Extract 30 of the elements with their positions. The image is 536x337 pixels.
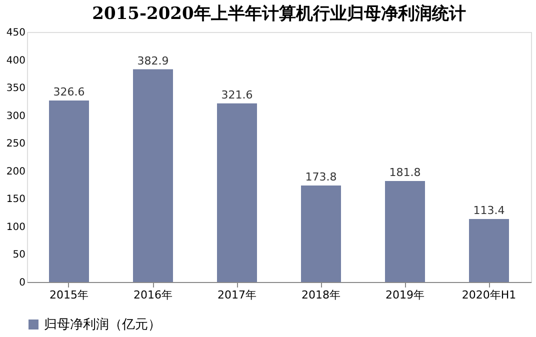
data-label: 181.8 — [389, 166, 421, 179]
data-label: 173.8 — [305, 170, 337, 184]
data-label: 321.6 — [221, 88, 253, 102]
x-tick-label: 2017年 — [218, 288, 256, 302]
x-tick-label: 2016年 — [134, 288, 172, 302]
data-label: 326.6 — [53, 86, 85, 99]
x-tick-label: 2019年 — [386, 288, 424, 302]
y-tick-label: 350 — [6, 83, 26, 94]
bar — [301, 185, 341, 282]
bar — [133, 69, 173, 282]
bar — [385, 181, 425, 282]
x-tick-label: 2020年H1 — [462, 288, 516, 302]
y-tick-label: 400 — [6, 55, 26, 66]
legend-label: 归母净利润（亿元） — [44, 318, 161, 332]
bar — [217, 103, 257, 282]
data-label: 382.9 — [137, 54, 169, 68]
bar — [469, 219, 509, 282]
y-tick-label: 50 — [12, 250, 26, 261]
bar — [49, 100, 89, 282]
chart-title: 2015-2020年上半年计算机行业归母净利润统计 — [92, 4, 466, 24]
data-label: 113.4 — [473, 204, 505, 217]
y-tick-label: 300 — [6, 110, 26, 122]
y-tick-label: 100 — [6, 222, 26, 233]
y-tick-label: 0 — [19, 278, 26, 288]
x-tick-label: 2015年 — [50, 288, 88, 302]
y-tick-label: 150 — [6, 194, 26, 206]
x-tick-label: 2018年 — [302, 288, 340, 302]
y-tick-label: 250 — [6, 138, 26, 150]
y-tick-label: 450 — [6, 28, 26, 38]
y-tick-label: 200 — [6, 166, 26, 178]
